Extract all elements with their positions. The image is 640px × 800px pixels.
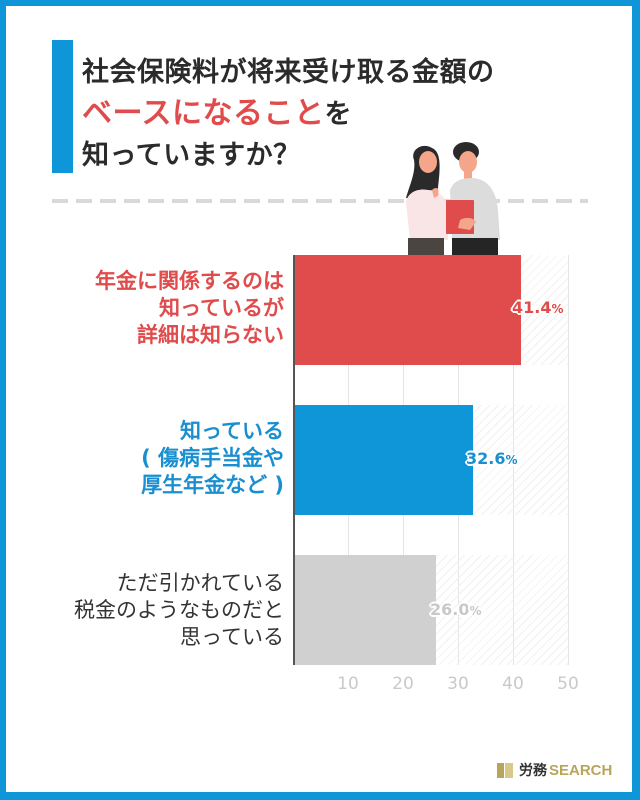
value-unit: % <box>551 302 564 316</box>
x-tick-10: 10 <box>337 674 359 694</box>
book-icon <box>497 762 513 778</box>
grid-line-50 <box>568 255 569 665</box>
bar-label-aware: 知っている ( 傷病手当金や 厚生年金など ) <box>141 418 284 499</box>
x-tick-30: 30 <box>447 674 469 694</box>
couple-looking-at-tablet-illustration <box>406 142 500 258</box>
value-number: 26.0 <box>430 600 470 619</box>
label-line: ただ引かれている <box>116 571 284 595</box>
title-highlight: ベースになること <box>82 96 325 131</box>
dashed-divider <box>52 199 588 203</box>
label-line: 詳細は知らない <box>137 323 284 347</box>
label-line: 厚生年金など ) <box>141 473 284 497</box>
label-line: 思っている <box>180 625 284 649</box>
value-unit: % <box>469 604 482 618</box>
title-line-3: 知っていますか？ <box>82 140 301 171</box>
value-number: 41.4 <box>512 298 552 317</box>
title-accent-bar <box>52 40 73 173</box>
value-label-aware: 32.6% <box>466 449 518 468</box>
bar-label-partially-aware: 年金に関係するのは 知っているが 詳細は知らない <box>95 268 284 349</box>
bar-tax-like <box>294 555 436 665</box>
value-label-tax-like: 26.0% <box>430 600 482 619</box>
value-number: 32.6 <box>466 449 506 468</box>
page-title: 社会保険料が将来受け取る金額の ベースになることを 知っていますか？ <box>82 52 602 176</box>
logo-text-en: SEARCH <box>549 761 613 779</box>
label-line: ( 傷病手当金や <box>141 446 284 470</box>
label-line: 知っているが <box>159 296 284 320</box>
x-tick-50: 50 <box>557 674 579 694</box>
bar-partially-aware <box>294 255 521 365</box>
title-line-2-rest: を <box>324 99 352 130</box>
label-line: 知っている <box>180 419 284 443</box>
value-label-partially-aware: 41.4% <box>512 298 564 317</box>
bar-aware <box>294 405 473 515</box>
brand-logo: 労務 SEARCH <box>497 760 612 780</box>
x-tick-20: 20 <box>392 674 414 694</box>
value-unit: % <box>505 453 518 467</box>
logo-text-jp: 労務 <box>519 763 547 779</box>
title-line-2: ベースになることを <box>82 93 602 135</box>
bar-label-tax-like: ただ引かれている 税金のようなものだと 思っている <box>74 570 284 651</box>
y-axis-line <box>293 255 295 665</box>
label-line: 税金のようなものだと <box>74 598 284 622</box>
label-line: 年金に関係するのは <box>95 269 284 293</box>
title-line-1: 社会保険料が将来受け取る金額の <box>82 57 495 88</box>
x-tick-40: 40 <box>502 674 524 694</box>
